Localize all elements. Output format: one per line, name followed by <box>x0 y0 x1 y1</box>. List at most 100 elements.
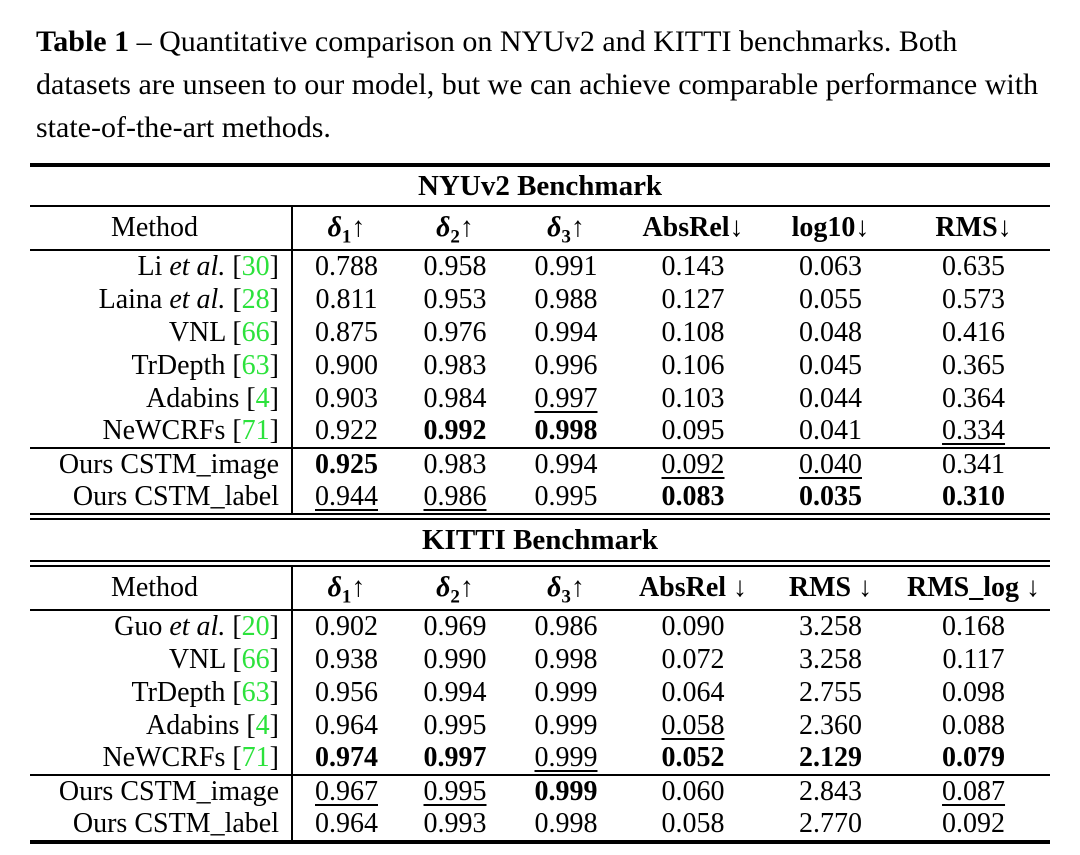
method-cell: NeWCRFs [71] <box>30 742 293 775</box>
kitti-header-row: Method δ1↑ δ2↑ δ3↑ AbsRel ↓ RMS ↓ RMS_lo… <box>30 563 1051 611</box>
value-cell: 0.956 <box>315 676 378 708</box>
kitti-col-header-rmslog: RMS_log ↓ <box>897 563 1051 611</box>
value-cell: 0.986 <box>534 611 598 642</box>
value-cell: 0.341 <box>897 447 1051 481</box>
value-cell: 0.416 <box>942 316 1006 348</box>
citation-bracket-open: [ <box>232 349 242 381</box>
up-arrow-icon: ↑ <box>459 212 474 243</box>
table-row: Adabins [4] 0.903 0.984 0.997 0.103 0.04… <box>30 382 1050 415</box>
value-cell: 0.964 <box>315 709 378 741</box>
value-cell: 0.994 <box>534 316 598 348</box>
method-name: Guo <box>114 611 170 642</box>
value-cell: 0.902 <box>315 611 378 642</box>
value-cell: 0.045 <box>799 349 862 381</box>
value-cell: 0.993 <box>423 808 487 839</box>
value-cell: 0.922 <box>315 415 378 446</box>
value-cell: 0.310 <box>942 481 1006 512</box>
value-cell: 0.997 <box>423 742 487 773</box>
value-cell: 0.090 <box>661 611 725 642</box>
delta-subscript: 3 <box>561 586 571 608</box>
value-cell: 0.083 <box>661 481 725 512</box>
citation-bracket-close: ] <box>269 643 279 675</box>
nyu-benchmark-band: NYUv2 Benchmark <box>30 165 1051 207</box>
value-cell: 0.986 <box>423 481 487 512</box>
kitti-col-header-delta1: δ1↑ <box>292 563 400 611</box>
delta-symbol: δ <box>547 212 562 243</box>
value-cell: 0.991 <box>534 251 598 282</box>
method-cell: TrDepth [63] <box>30 676 293 709</box>
method-name: VNL <box>168 643 226 675</box>
method-name: Adabins <box>146 382 240 414</box>
value-cell: 2.755 <box>799 676 862 708</box>
nyu-col-header-rms: RMS↓ <box>897 206 1051 251</box>
value-cell: 0.999 <box>534 742 598 773</box>
method-etal: et al. <box>169 611 226 642</box>
table-caption-text: – Quantitative comparison on NYUv2 and K… <box>36 25 1039 144</box>
citation-link[interactable]: 66 <box>241 316 270 348</box>
method-cell: TrDepth [63] <box>30 349 293 382</box>
kitti-benchmark-title: KITTI Benchmark <box>30 513 1051 567</box>
method-name: Ours CSTM_label <box>72 481 279 512</box>
table-row-ours: Ours CSTM_label 0.964 0.993 0.998 0.058 … <box>30 808 1050 842</box>
value-cell: 0.900 <box>315 349 378 381</box>
nyu-col-header-delta2: δ2↑ <box>400 206 510 251</box>
citation-bracket-close: ] <box>269 251 279 282</box>
value-cell: 0.095 <box>661 415 725 446</box>
table-row: Li et al. [30] 0.788 0.958 0.991 0.143 0… <box>30 250 1050 283</box>
value-cell: 3.258 <box>799 611 862 642</box>
method-name: NeWCRFs <box>102 742 226 773</box>
value-cell: 0.635 <box>942 251 1006 282</box>
nyu-col-header-log10: log10↓ <box>764 206 897 251</box>
kitti-benchmark-band: KITTI Benchmark <box>30 513 1051 567</box>
table-row-ours: Ours CSTM_image 0.967 0.995 0.999 0.060 … <box>30 774 1051 808</box>
value-cell: 0.058 <box>661 808 725 839</box>
nyu-header-row: Method δ1↑ δ2↑ δ3↑ AbsRel↓ log10↓ RMS↓ <box>30 206 1051 251</box>
value-cell: 0.999 <box>534 709 598 741</box>
value-cell: 0.143 <box>661 251 725 282</box>
method-cell: Ours CSTM_label <box>30 481 293 517</box>
table-caption: Table 1 – Quantitative comparison on NYU… <box>36 20 1050 149</box>
delta-subscript: 3 <box>561 226 571 248</box>
method-cell: Guo et al. [20] <box>30 610 293 643</box>
citation-bracket-close: ] <box>269 676 279 708</box>
citation-link[interactable]: 4 <box>255 382 270 414</box>
method-etal: et al. <box>169 251 226 282</box>
kitti-col-header-rms: RMS ↓ <box>764 563 897 611</box>
citation-link[interactable]: 63 <box>241 676 270 708</box>
method-cell: Li et al. [30] <box>30 250 293 283</box>
citation-link[interactable]: 30 <box>241 251 270 282</box>
value-cell: 0.998 <box>534 643 598 675</box>
value-cell: 0.092 <box>942 808 1006 839</box>
citation-bracket-close: ] <box>269 415 279 446</box>
method-name: Li <box>137 251 170 282</box>
citation-bracket-open: [ <box>232 676 242 708</box>
citation-link[interactable]: 71 <box>241 742 270 773</box>
citation-link[interactable]: 66 <box>241 643 270 675</box>
value-cell: 0.103 <box>661 382 725 414</box>
value-cell: 0.994 <box>510 447 622 481</box>
citation-bracket-open: [ <box>246 709 256 741</box>
citation-link[interactable]: 63 <box>241 349 270 381</box>
value-cell: 0.811 <box>315 283 378 315</box>
delta-symbol: δ <box>327 572 342 603</box>
citation-link[interactable]: 4 <box>255 709 270 741</box>
value-cell: 0.875 <box>315 316 378 348</box>
delta-subscript: 1 <box>341 226 352 248</box>
citation-link[interactable]: 20 <box>241 611 270 642</box>
citation-link[interactable]: 71 <box>241 415 270 446</box>
value-cell: 0.364 <box>942 382 1006 414</box>
value-cell: 0.903 <box>315 382 378 414</box>
citation-bracket-close: ] <box>269 283 279 315</box>
value-cell: 0.995 <box>534 481 598 512</box>
value-cell: 0.999 <box>510 774 622 808</box>
method-cell: Ours CSTM_label <box>30 808 293 842</box>
value-cell: 0.969 <box>423 611 487 642</box>
citation-link[interactable]: 28 <box>241 283 270 315</box>
up-arrow-icon: ↑ <box>459 572 474 603</box>
value-cell: 0.040 <box>764 447 897 481</box>
citation-bracket-close: ] <box>269 382 279 414</box>
table-row: Laina et al. [28] 0.811 0.953 0.988 0.12… <box>30 283 1050 316</box>
method-cell: Adabins [4] <box>30 382 293 415</box>
method-name: Adabins <box>146 709 240 741</box>
method-cell: Laina et al. [28] <box>30 283 293 316</box>
